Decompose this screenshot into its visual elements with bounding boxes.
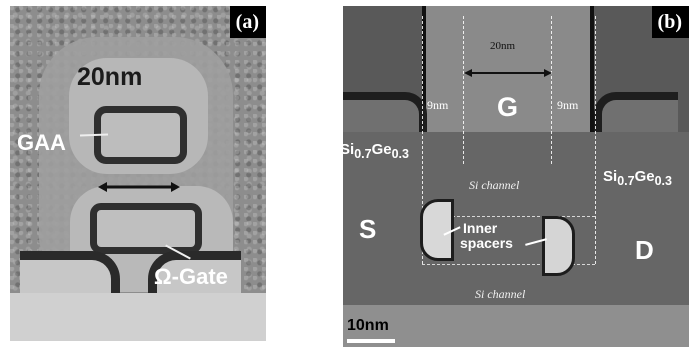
panel-a-micrograph: (a) 20nm GAA Ω-Gate: [10, 6, 266, 341]
gate-width-label: 20nm: [490, 40, 516, 52]
right-material-base: Si: [603, 168, 618, 185]
right-material-mid: Ge: [634, 168, 655, 185]
omega-gate-label: Ω-Gate: [154, 264, 228, 289]
left-material-mid: Ge: [371, 141, 392, 158]
left-material-base: Si: [343, 141, 355, 158]
right-inner-spacer: [542, 216, 575, 276]
gate-left-guide: [422, 16, 423, 264]
gate-label: G: [497, 92, 519, 122]
gate-inner-left-guide: [463, 16, 464, 164]
inner-spacers-label-line-1: Inner: [463, 220, 498, 236]
upper-channel-label: Si channel: [469, 178, 520, 192]
channel-top-guide: [422, 216, 595, 217]
panel-b-micrograph: (b) 20nm 9nm 9nm G Si0.7Ge0.3 Si0.7Ge: [343, 6, 689, 347]
double-arrow-icon: [98, 179, 180, 192]
top-double-arrow-icon: [464, 65, 552, 77]
lower-bright-band: [343, 305, 689, 347]
right-spacing-label: 9nm: [557, 98, 579, 112]
panel-a-dimension-label: 20nm: [77, 63, 143, 91]
gate-inner-right-guide: [551, 16, 552, 164]
scale-label: 10nm: [347, 317, 389, 334]
right-material-label: Si0.7Ge0.3: [603, 168, 672, 188]
left-spacing-label: 9nm: [427, 98, 449, 112]
gaa-label: GAA: [17, 130, 66, 155]
right-material-subscript-2: 0.3: [654, 174, 672, 188]
panel-b-tag: (b): [651, 6, 689, 38]
panel-a-tag: (a): [229, 6, 266, 38]
left-material-subscript-1: 0.7: [354, 147, 372, 161]
substrate-base: [10, 293, 266, 341]
left-material-subscript-2: 0.3: [391, 147, 409, 161]
drain-label: D: [635, 235, 654, 265]
active-region: [343, 132, 689, 317]
right-material-subscript-1: 0.7: [617, 174, 635, 188]
scale-bar: [347, 339, 395, 343]
left-spacer-bump: [343, 92, 427, 134]
gate-right-guide: [595, 16, 596, 264]
channel-bottom-guide: [422, 264, 595, 265]
source-label: S: [359, 214, 377, 244]
lower-channel-label: Si channel: [475, 287, 526, 301]
left-material-label: Si0.7Ge0.3: [343, 141, 409, 161]
right-spacer-bump: [594, 92, 678, 134]
inner-spacers-label-line-2: spacers: [460, 235, 513, 251]
lower-channel-core: [90, 203, 202, 254]
